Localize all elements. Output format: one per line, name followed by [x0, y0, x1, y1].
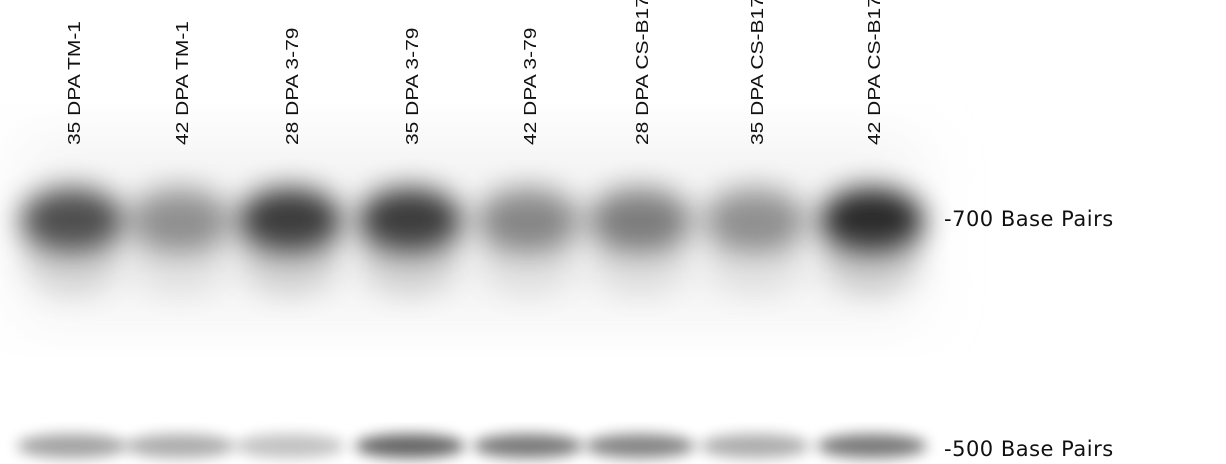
band-700-smear — [705, 215, 805, 295]
lane-label: 28 DPA 3-79 — [282, 28, 302, 145]
gel-image: 35 DPA TM-1 42 DPA TM-1 28 DPA 3-79 35 DPA … — [0, 0, 1226, 464]
band-500 — [17, 434, 127, 458]
band-500 — [125, 434, 235, 458]
lane-label: 42 DPA TM-1 — [172, 21, 192, 145]
lane-label: 35 DPA TM-1 — [64, 21, 84, 145]
band-700-smear — [822, 215, 922, 295]
band-700-smear — [360, 215, 460, 295]
band-700-smear — [22, 215, 122, 295]
band-500 — [585, 434, 695, 458]
band-700-smear — [130, 215, 230, 295]
band-500 — [473, 434, 583, 458]
band-700-smear — [590, 215, 690, 295]
band-700-smear — [478, 215, 578, 295]
marker-label: -700 Base Pairs — [944, 207, 1114, 231]
band-500 — [700, 434, 810, 458]
lane-label: 35 DPA 3-79 — [402, 28, 422, 145]
band-500 — [817, 434, 927, 458]
lane-label: 28 DPA CS-B17 — [632, 0, 652, 145]
marker-label: -500 Base Pairs — [944, 437, 1114, 461]
band-700-smear — [240, 215, 340, 295]
lane-label: 35 DPA CS-B17 — [747, 0, 767, 145]
lane-label: 42 DPA CS-B17 — [864, 0, 884, 145]
band-500 — [355, 434, 465, 458]
band-500 — [235, 434, 345, 458]
lane-label: 42 DPA 3-79 — [520, 28, 540, 145]
